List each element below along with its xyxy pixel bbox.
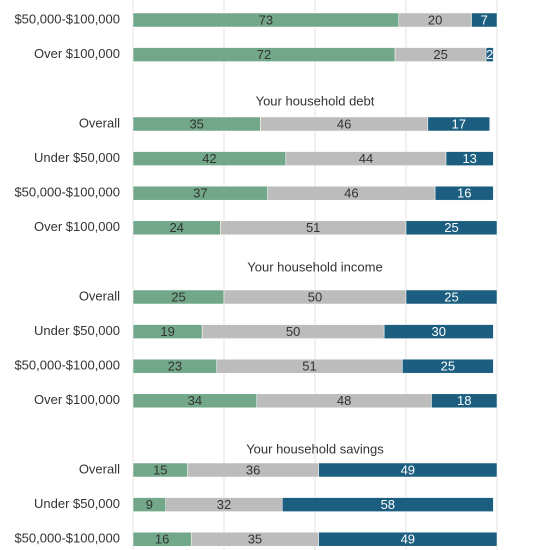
value-label: 18 [457,393,471,408]
value-label: 36 [246,462,260,477]
value-label: 49 [401,462,415,477]
bar-segment [471,12,498,28]
bar-segment [383,324,494,339]
row-label: Over $100,000 [34,392,120,407]
value-label: 34 [188,393,202,408]
row-label: Overall [79,115,120,130]
value-label: 9 [146,497,153,512]
row-label: Under $50,000 [34,150,120,165]
bar-segment [405,220,498,236]
value-label: 35 [189,116,203,131]
value-label: 50 [286,324,300,339]
value-label: 2 [486,47,493,62]
value-label: 32 [217,497,231,512]
value-label: 13 [462,151,476,166]
bar-segment [318,462,498,478]
value-label: 50 [308,289,322,304]
value-label: 35 [248,532,262,547]
value-label: 30 [432,324,446,339]
value-label: 73 [259,12,273,27]
bar-segment [427,116,490,132]
value-label: 51 [306,220,320,235]
bar-segment [431,393,498,409]
row-label: Under $50,000 [34,496,120,511]
row-label: Overall [79,461,120,476]
value-label: 15 [153,462,167,477]
row-label: Overall [79,288,120,303]
value-label: 19 [160,324,174,339]
value-label: 25 [444,220,458,235]
section-title: Your household income [247,259,382,274]
bar-segment [405,289,498,305]
value-label: 24 [169,220,183,235]
value-label: 25 [444,289,458,304]
bar-segment [281,497,494,512]
value-label: 42 [202,151,216,166]
row-label: $50,000-$100,000 [14,531,120,546]
value-label: 51 [302,359,316,374]
value-label: 46 [344,186,358,201]
value-label: 16 [457,186,471,201]
value-label: 17 [452,116,466,131]
value-label: 7 [481,12,488,27]
bar-segment [402,358,494,374]
value-label: 46 [337,116,351,131]
value-label: 25 [441,359,455,374]
value-label: 37 [193,186,207,201]
value-label: 25 [433,47,447,62]
value-label: 25 [171,289,185,304]
value-label: 44 [359,151,373,166]
section-title: Your household debt [256,93,375,108]
row-label: $50,000-$100,000 [14,185,120,200]
value-label: 72 [257,47,271,62]
value-label: 58 [381,497,395,512]
row-label: $50,000-$100,000 [14,11,120,26]
row-label: Under $50,000 [34,323,120,338]
row-label: Over $100,000 [34,219,120,234]
bar-segment [318,531,498,547]
row-label: Over $100,000 [34,46,120,61]
value-label: 49 [401,532,415,547]
bar-segment [434,185,494,201]
section-title: Your household savings [246,441,384,456]
bar-segment [485,47,494,62]
value-label: 16 [155,532,169,547]
bar-segment [445,151,494,166]
row-label: $50,000-$100,000 [14,358,120,373]
value-label: 23 [168,359,182,374]
value-label: 20 [428,12,442,27]
value-label: 48 [337,393,351,408]
